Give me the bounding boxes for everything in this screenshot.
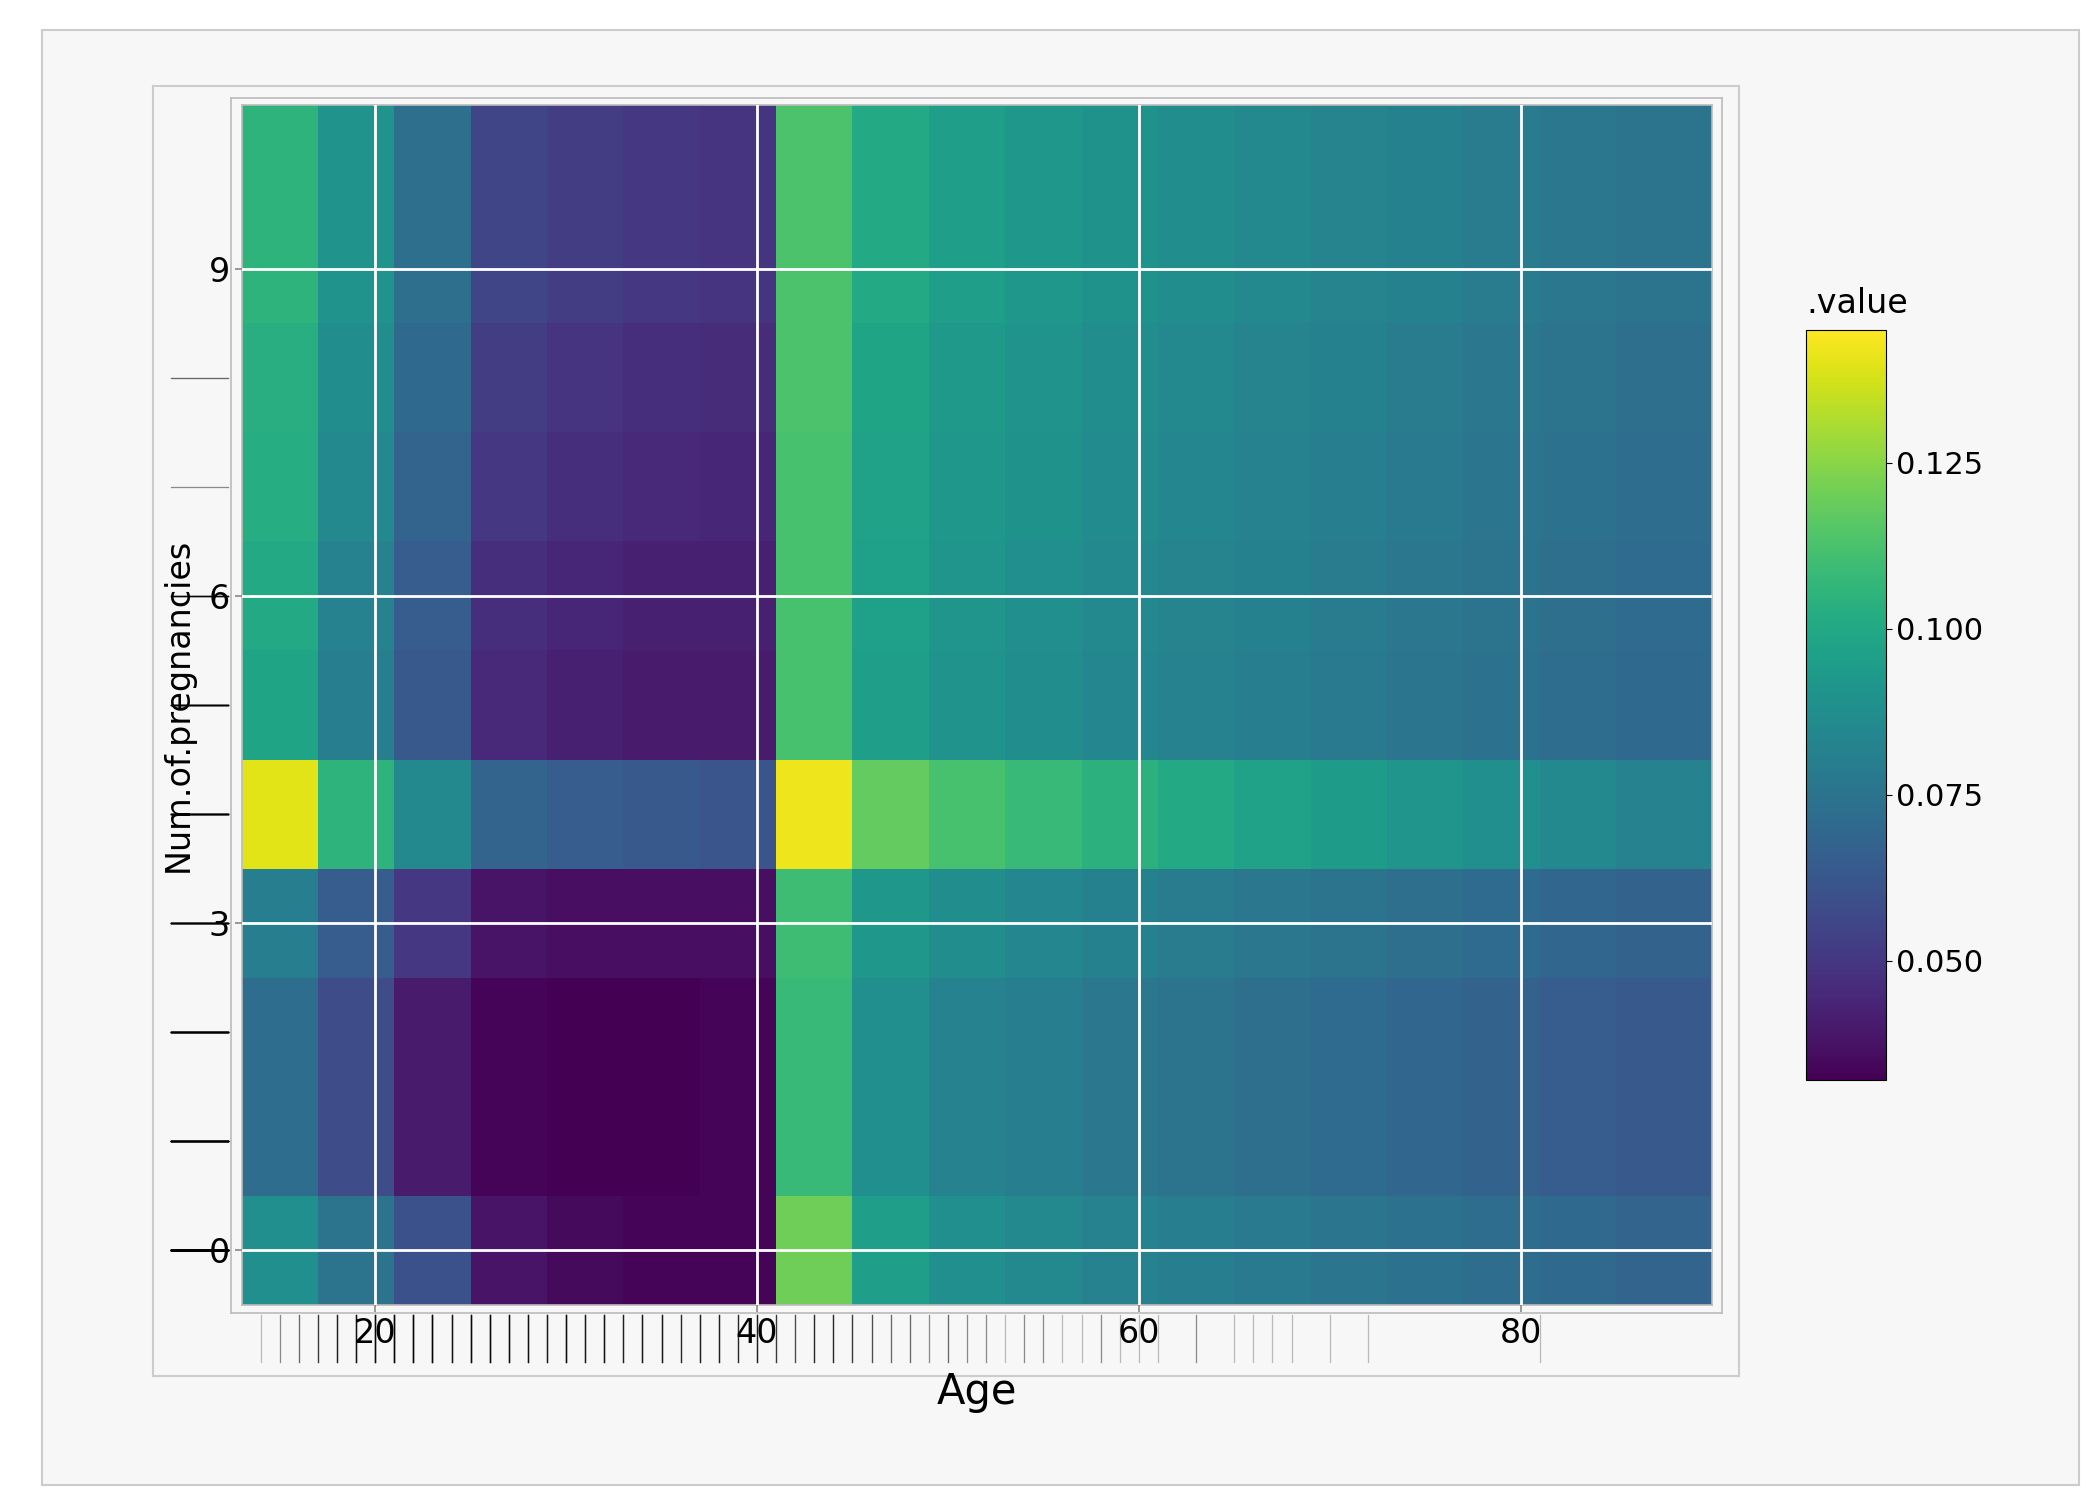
Y-axis label: Num.of.pregnancies: Num.of.pregnancies	[162, 538, 195, 872]
X-axis label: Age: Age	[937, 1371, 1016, 1413]
Text: .value: .value	[1806, 288, 1907, 321]
